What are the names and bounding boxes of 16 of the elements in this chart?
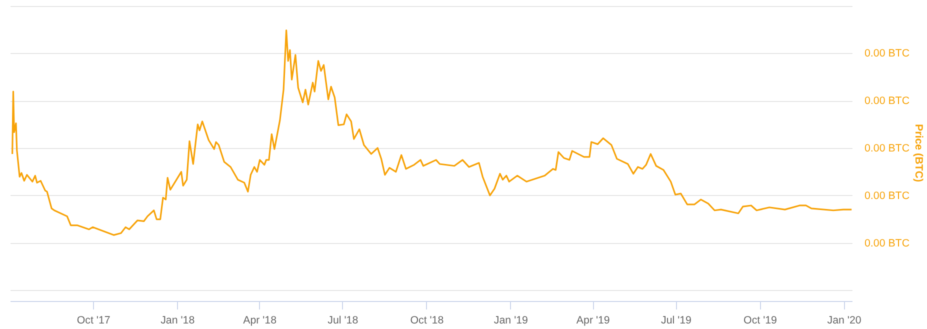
x-tick-label: Jan '20 [827,314,862,326]
x-tick-label: Oct '19 [744,314,778,326]
text: 0.00 BTC [864,48,910,60]
text: 0.00 BTC [864,237,910,250]
x-tick-label: Oct '17 [76,314,110,326]
text: 0.00 BTC [864,142,910,154]
x-tick-label: Apr '18 [243,314,277,326]
x-tick-label: Apr '19 [576,314,610,326]
x-tick-label: Jul '18 [328,314,358,326]
x-tick-label: Jan '18 [160,314,195,326]
y-axis-title: Price (BTC) [912,124,925,182]
x-tick-label: Oct '18 [410,314,444,326]
x-tick-label: Jul '19 [661,314,692,326]
x-tick-label: Jan '19 [494,314,528,326]
text: 0.00 BTC [864,95,910,108]
text: 0.00 BTC [864,190,910,202]
